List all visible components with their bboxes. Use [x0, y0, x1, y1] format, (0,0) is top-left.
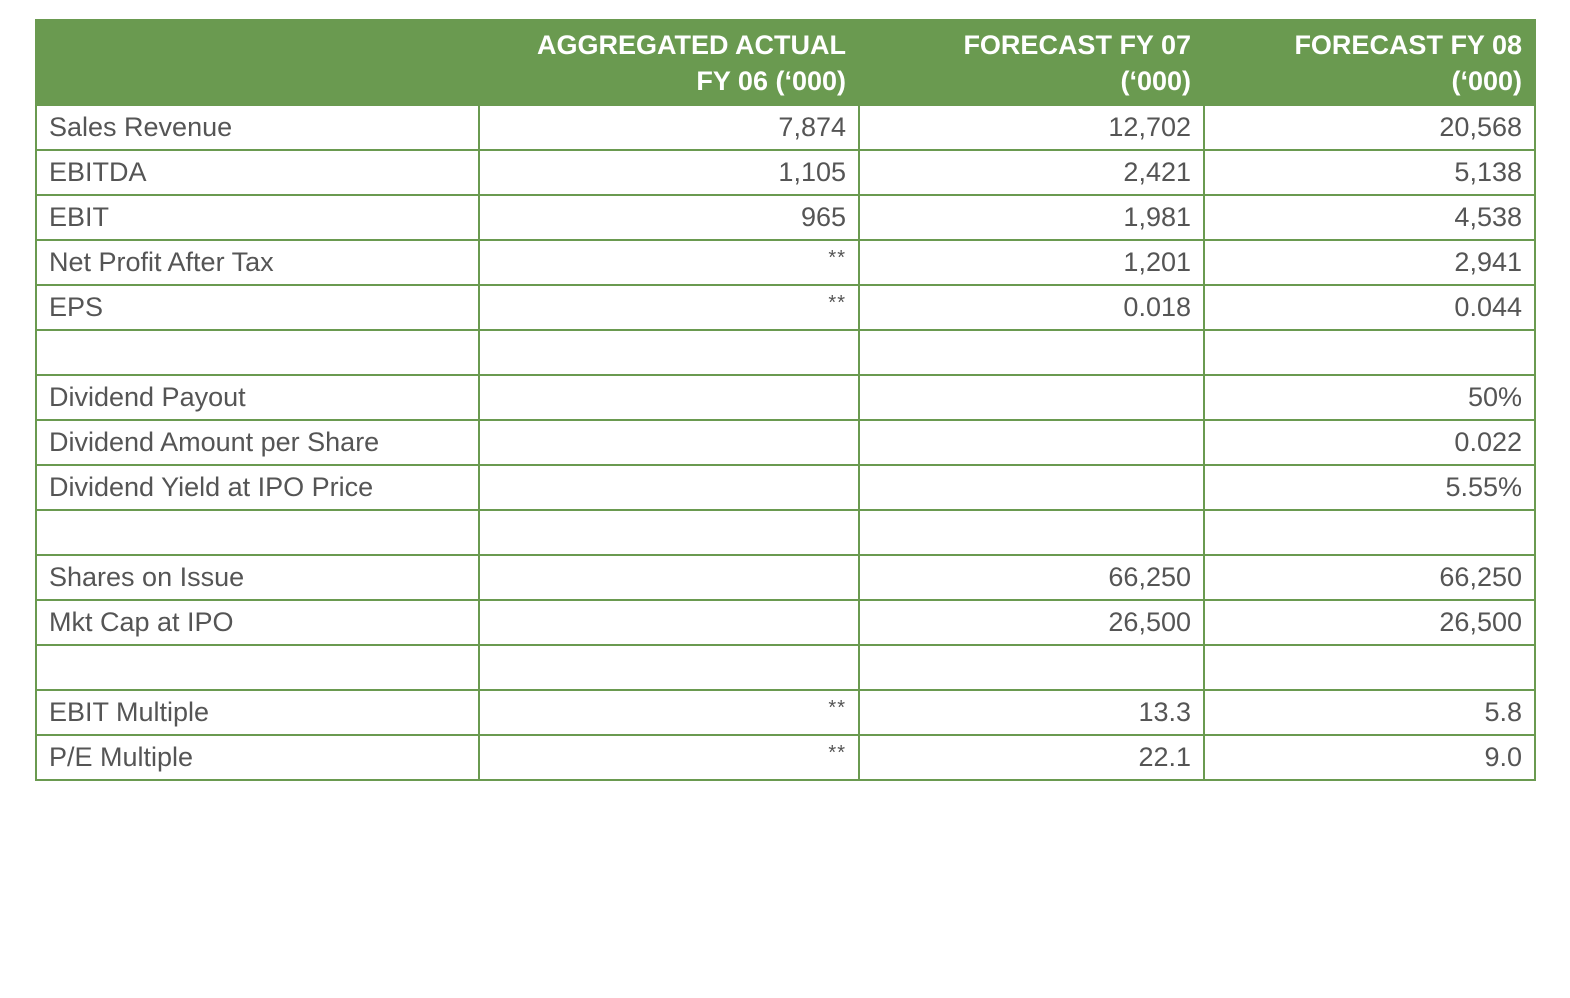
table-row: EPS ** 0.018 0.044 [35, 284, 1536, 331]
forecast-fy08-value: 5.8 [1203, 689, 1536, 736]
actual-fy06-value [478, 329, 860, 376]
table-row [35, 329, 1536, 376]
actual-fy06-value [478, 509, 860, 556]
forecast-fy07-value [858, 374, 1205, 421]
actual-fy06-value: ** [478, 734, 860, 781]
table-row: Mkt Cap at IPO 26,500 26,500 [35, 599, 1536, 646]
table-row: Shares on Issue 66,250 66,250 [35, 554, 1536, 601]
row-label: EPS [35, 284, 480, 331]
forecast-fy07-value [858, 419, 1205, 466]
header-line: FORECAST FY 08 [1294, 29, 1522, 60]
forecast-fy08-value: 5,138 [1203, 149, 1536, 196]
header-line: FORECAST FY 07 [963, 29, 1191, 60]
forecast-fy07-value: 1,201 [858, 239, 1205, 286]
row-label: EBIT Multiple [35, 689, 480, 736]
table-row: EBIT Multiple ** 13.3 5.8 [35, 689, 1536, 736]
row-label: Dividend Amount per Share [35, 419, 480, 466]
actual-fy06-value: ** [478, 284, 860, 331]
forecast-fy08-value [1203, 509, 1536, 556]
row-label [35, 509, 480, 556]
forecast-fy07-value: 12,702 [858, 104, 1205, 151]
table-row [35, 509, 1536, 556]
forecast-fy08-value: 50% [1203, 374, 1536, 421]
forecast-fy07-value: 1,981 [858, 194, 1205, 241]
forecast-fy08-value: 2,941 [1203, 239, 1536, 286]
forecast-fy08-value: 0.022 [1203, 419, 1536, 466]
row-label: Mkt Cap at IPO [35, 599, 480, 646]
actual-fy06-value: ** [478, 689, 860, 736]
header-line: FY 06 (‘000) [696, 65, 846, 96]
actual-fy06-value [478, 644, 860, 691]
table-row: Dividend Payout 50% [35, 374, 1536, 421]
forecast-fy08-value: 9.0 [1203, 734, 1536, 781]
row-label: Dividend Yield at IPO Price [35, 464, 480, 511]
forecast-fy07-value: 13.3 [858, 689, 1205, 736]
forecast-fy08-value: 26,500 [1203, 599, 1536, 646]
forecast-fy07-value: 0.018 [858, 284, 1205, 331]
row-label: Sales Revenue [35, 104, 480, 151]
header-cell-actual-fy06: AGGREGATED ACTUAL FY 06 (‘000) [478, 19, 860, 106]
header-line: (‘000) [1451, 65, 1522, 96]
forecast-fy07-value [858, 644, 1205, 691]
forecast-fy07-value: 2,421 [858, 149, 1205, 196]
forecast-fy07-value [858, 509, 1205, 556]
row-label [35, 329, 480, 376]
table-row: Sales Revenue 7,874 12,702 20,568 [35, 104, 1536, 151]
forecast-fy07-value [858, 329, 1205, 376]
actual-fy06-value [478, 464, 860, 511]
header-cell-forecast-fy08: FORECAST FY 08 (‘000) [1203, 19, 1536, 106]
forecast-fy08-value [1203, 644, 1536, 691]
forecast-fy08-value: 4,538 [1203, 194, 1536, 241]
header-line: (‘000) [1120, 65, 1191, 96]
actual-fy06-value [478, 419, 860, 466]
header-cell-label [35, 19, 480, 106]
actual-fy06-value: ** [478, 239, 860, 286]
row-label: P/E Multiple [35, 734, 480, 781]
forecast-fy07-value [858, 464, 1205, 511]
forecast-fy08-value [1203, 329, 1536, 376]
actual-fy06-value: 7,874 [478, 104, 860, 151]
financial-summary-table: AGGREGATED ACTUAL FY 06 (‘000) FORECAST … [35, 19, 1536, 781]
forecast-fy07-value: 66,250 [858, 554, 1205, 601]
table-row: Dividend Yield at IPO Price 5.55% [35, 464, 1536, 511]
table-header-row: AGGREGATED ACTUAL FY 06 (‘000) FORECAST … [35, 19, 1536, 106]
row-label: Shares on Issue [35, 554, 480, 601]
row-label: EBIT [35, 194, 480, 241]
forecast-fy08-value: 66,250 [1203, 554, 1536, 601]
table-row: Net Profit After Tax ** 1,201 2,941 [35, 239, 1536, 286]
actual-fy06-value: 1,105 [478, 149, 860, 196]
row-label: EBITDA [35, 149, 480, 196]
table-row: Dividend Amount per Share 0.022 [35, 419, 1536, 466]
row-label [35, 644, 480, 691]
table-row [35, 644, 1536, 691]
forecast-fy07-value: 26,500 [858, 599, 1205, 646]
actual-fy06-value [478, 554, 860, 601]
actual-fy06-value [478, 374, 860, 421]
forecast-fy08-value: 5.55% [1203, 464, 1536, 511]
forecast-fy08-value: 0.044 [1203, 284, 1536, 331]
forecast-fy08-value: 20,568 [1203, 104, 1536, 151]
table-body: Sales Revenue 7,874 12,702 20,568 EBITDA 1,10… [35, 104, 1536, 781]
header-cell-forecast-fy07: FORECAST FY 07 (‘000) [858, 19, 1205, 106]
forecast-fy07-value: 22.1 [858, 734, 1205, 781]
actual-fy06-value: 965 [478, 194, 860, 241]
row-label: Dividend Payout [35, 374, 480, 421]
row-label: Net Profit After Tax [35, 239, 480, 286]
actual-fy06-value [478, 599, 860, 646]
table-row: EBIT 965 1,981 4,538 [35, 194, 1536, 241]
table-row: P/E Multiple ** 22.1 9.0 [35, 734, 1536, 781]
table-row: EBITDA 1,105 2,421 5,138 [35, 149, 1536, 196]
header-line: AGGREGATED ACTUAL [537, 29, 846, 60]
